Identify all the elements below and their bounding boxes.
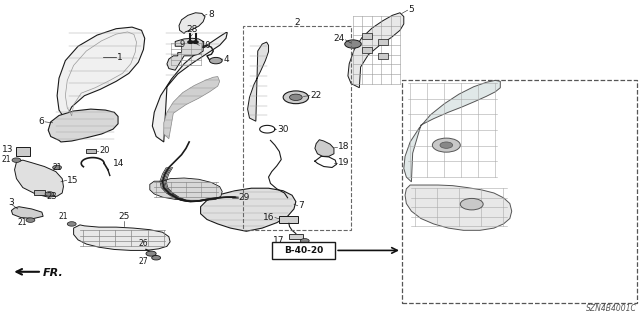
Bar: [378, 53, 388, 59]
Circle shape: [460, 198, 483, 210]
Circle shape: [45, 192, 54, 196]
Text: 27: 27: [138, 257, 148, 266]
Circle shape: [345, 40, 361, 48]
Circle shape: [26, 218, 35, 222]
Text: 18: 18: [338, 142, 349, 151]
Text: 21: 21: [300, 245, 310, 254]
Text: 26: 26: [138, 239, 148, 248]
Text: 13: 13: [3, 145, 14, 154]
Text: 14: 14: [113, 159, 124, 168]
Text: 9: 9: [179, 40, 185, 48]
Bar: [378, 39, 388, 45]
Text: 2: 2: [294, 18, 300, 27]
Bar: [362, 33, 372, 39]
Bar: [289, 234, 303, 239]
Text: 6: 6: [38, 117, 44, 126]
Text: B-40-20: B-40-20: [284, 246, 323, 255]
Text: 21: 21: [52, 163, 62, 172]
Polygon shape: [315, 140, 334, 156]
Text: 22: 22: [310, 91, 322, 100]
Bar: [34, 190, 45, 195]
Text: 3: 3: [8, 198, 14, 207]
Circle shape: [12, 158, 21, 162]
Polygon shape: [12, 207, 43, 219]
Text: 29: 29: [239, 193, 250, 202]
Text: 10: 10: [200, 41, 211, 50]
Polygon shape: [15, 160, 63, 197]
Polygon shape: [179, 13, 205, 33]
Text: 15: 15: [67, 176, 79, 185]
Circle shape: [209, 57, 222, 64]
Text: SZN4B4001C: SZN4B4001C: [586, 304, 637, 313]
Text: 1: 1: [116, 53, 122, 62]
Text: 5: 5: [408, 5, 414, 14]
Text: 4: 4: [223, 55, 229, 63]
Polygon shape: [348, 13, 404, 88]
Circle shape: [146, 251, 156, 256]
Bar: [279, 216, 298, 223]
Text: 21: 21: [17, 218, 27, 227]
Text: 25: 25: [119, 212, 130, 221]
Text: 16: 16: [263, 213, 275, 222]
Text: FR.: FR.: [43, 268, 64, 278]
Text: 21: 21: [58, 212, 68, 221]
Circle shape: [67, 222, 76, 226]
Text: 7: 7: [298, 201, 304, 210]
Polygon shape: [200, 188, 296, 231]
Text: 21: 21: [1, 155, 11, 164]
Polygon shape: [167, 38, 203, 70]
Text: 23: 23: [46, 192, 57, 201]
Bar: [272, 242, 335, 259]
Polygon shape: [404, 80, 500, 182]
Polygon shape: [48, 109, 118, 142]
Text: 8: 8: [208, 10, 214, 19]
Polygon shape: [150, 178, 222, 200]
Circle shape: [152, 256, 161, 260]
Circle shape: [440, 142, 452, 148]
Polygon shape: [152, 33, 227, 142]
Circle shape: [300, 239, 309, 243]
Polygon shape: [405, 185, 512, 230]
Text: 24: 24: [333, 34, 345, 43]
Bar: [362, 47, 372, 53]
Circle shape: [433, 138, 460, 152]
Bar: [243, 26, 351, 230]
Bar: [402, 80, 637, 303]
Polygon shape: [74, 225, 170, 250]
Circle shape: [289, 94, 302, 100]
Text: 19: 19: [338, 158, 349, 167]
Circle shape: [283, 91, 308, 104]
Text: 20: 20: [99, 146, 109, 155]
Text: 17: 17: [273, 236, 284, 245]
Polygon shape: [57, 27, 145, 120]
Text: 30: 30: [277, 125, 288, 134]
Text: 28: 28: [187, 25, 198, 34]
Bar: [17, 147, 31, 156]
Bar: [86, 149, 97, 153]
Polygon shape: [164, 77, 220, 139]
Polygon shape: [248, 42, 269, 121]
Circle shape: [193, 41, 198, 43]
Circle shape: [52, 165, 61, 170]
Circle shape: [188, 41, 193, 43]
